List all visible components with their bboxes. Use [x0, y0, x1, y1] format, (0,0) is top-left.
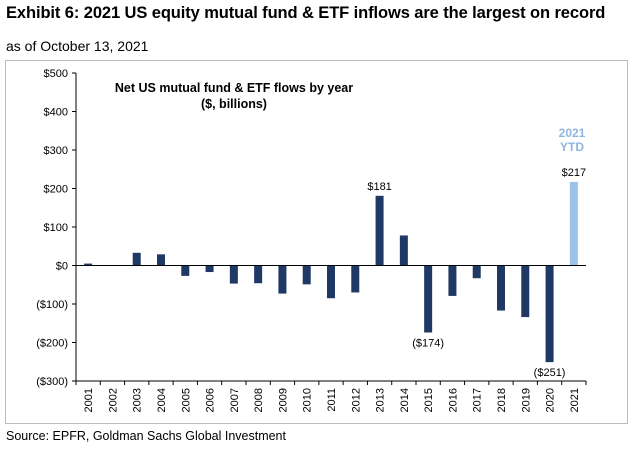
as-of-date: as of October 13, 2021: [6, 38, 149, 54]
bar-2019: [521, 265, 530, 318]
chart-units: ($, billions): [201, 97, 267, 111]
bar-2001: [84, 263, 93, 266]
chart-frame: [5, 60, 628, 424]
x-tick-label-2003: 2003: [132, 388, 144, 412]
bar-2013: [375, 195, 384, 266]
y-tick-label: $0: [56, 261, 68, 273]
bar-2007: [229, 265, 238, 284]
x-tick-label-2013: 2013: [375, 388, 387, 412]
x-tick-label-2014: 2014: [399, 388, 411, 412]
data-label-2020: ($251): [534, 367, 566, 379]
y-tick-label: $300: [44, 145, 68, 157]
x-tick-label-2008: 2008: [253, 388, 265, 412]
data-label-2015: ($174): [412, 337, 444, 349]
bar-2021: [569, 181, 578, 266]
bar-2011: [327, 265, 335, 299]
bar-2017: [472, 265, 481, 279]
chart-title-block: Net US mutual fund & ETF flows by year (…: [84, 80, 384, 112]
bar-2009: [278, 265, 287, 294]
y-tick-label: ($300): [36, 376, 68, 388]
y-tick-label: ($200): [36, 338, 68, 350]
y-tick-label: $200: [44, 184, 68, 196]
bar-2006: [205, 265, 214, 273]
x-tick-label-2021: 2021: [569, 388, 581, 412]
y-tick-label: $500: [44, 68, 68, 80]
bar-2020: [545, 265, 554, 363]
x-tick-label-2001: 2001: [83, 388, 95, 412]
bar-2014: [399, 235, 408, 266]
bar-2012: [351, 265, 360, 293]
y-tick-label: $100: [44, 222, 68, 234]
x-tick-label-2011: 2011: [326, 388, 338, 412]
x-tick-label-2018: 2018: [496, 388, 508, 412]
data-label-2013: $181: [367, 181, 391, 193]
ytd-annotation: 2021 YTD: [552, 126, 592, 154]
x-tick-label-2009: 2009: [277, 388, 289, 412]
x-tick-label-2006: 2006: [205, 388, 217, 412]
x-tick-label-2007: 2007: [229, 388, 241, 412]
x-tick-label-2005: 2005: [180, 388, 192, 412]
bar-2003: [132, 252, 141, 266]
x-tick-label-2019: 2019: [520, 388, 532, 412]
bar-2016: [448, 265, 457, 296]
x-tick-label-2010: 2010: [302, 388, 314, 412]
bar-2004: [157, 254, 165, 266]
bar-2015: [424, 265, 433, 333]
x-tick-label-2002: 2002: [107, 388, 119, 412]
data-label-2021: $217: [562, 167, 586, 179]
x-tick-label-2020: 2020: [545, 388, 557, 412]
ytd-annotation-label: YTD: [560, 140, 584, 154]
bar-2018: [497, 265, 505, 311]
bar-2005: [181, 265, 190, 276]
x-tick-label-2016: 2016: [447, 388, 459, 412]
bar-2010: [302, 265, 311, 285]
x-tick-label-2017: 2017: [472, 388, 484, 412]
y-tick-label: $400: [44, 107, 68, 119]
y-tick-label: ($100): [36, 299, 68, 311]
exhibit-title: Exhibit 6: 2021 US equity mutual fund & …: [6, 4, 606, 22]
x-tick-label-2012: 2012: [350, 388, 362, 412]
ytd-annotation-year: 2021: [558, 126, 586, 140]
bar-2008: [254, 265, 263, 284]
source-note: Source: EPFR, Goldman Sachs Global Inves…: [6, 429, 286, 443]
chart-title: Net US mutual fund & ETF flows by year: [114, 81, 354, 95]
x-tick-label-2004: 2004: [156, 388, 168, 412]
x-tick-label-2015: 2015: [423, 388, 435, 412]
